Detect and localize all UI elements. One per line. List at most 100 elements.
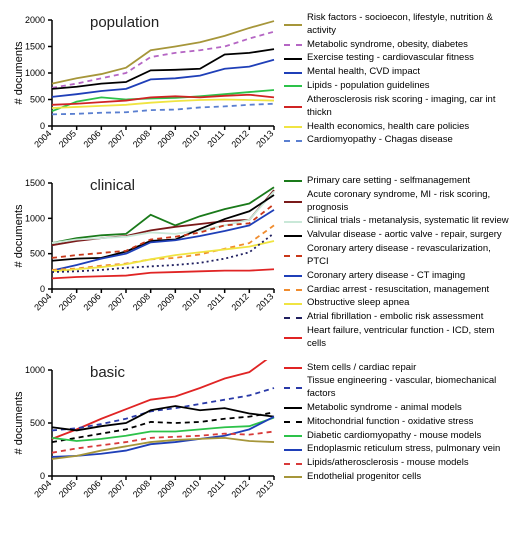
svg-text:2010: 2010 [180, 478, 201, 499]
svg-text:1000: 1000 [25, 68, 45, 78]
legend-swatch [284, 303, 302, 305]
svg-text:1000: 1000 [25, 365, 45, 375]
chart-basic: 0500100020042005200620072008200920102011… [10, 360, 280, 510]
legend-item: Mental health, CVD impact [284, 66, 510, 79]
legend-label: Lipids/atherosclerosis - mouse models [307, 457, 469, 470]
svg-text:2010: 2010 [180, 291, 201, 312]
legend: Primary care setting - selfmanagement Ac… [280, 173, 510, 352]
chart-area: basic 0500100020042005200620072008200920… [10, 360, 280, 515]
legend-swatch [284, 44, 302, 46]
legend-item: Mitochondrial function - oxidative stres… [284, 416, 510, 429]
legend-item: Endothelial progenitor cells [284, 471, 510, 484]
legend-label: Obstructive sleep apnea [307, 297, 409, 310]
svg-text:2005: 2005 [57, 291, 78, 312]
legend-item: Lipids/atherosclerosis - mouse models [284, 457, 510, 470]
legend-item: Acute coronary syndrome, MI - risk scori… [284, 189, 510, 215]
legend-label: Atherosclerosis risk scoring - imaging, … [307, 94, 510, 120]
legend-swatch [284, 58, 302, 60]
legend-swatch [284, 421, 302, 423]
legend-label: Health economics, health care policies [307, 121, 469, 134]
legend-swatch [284, 289, 302, 291]
svg-text:# documents: # documents [13, 41, 25, 104]
svg-text:2009: 2009 [156, 128, 177, 149]
legend-item: Atrial fibrillation - embolic risk asses… [284, 311, 510, 324]
legend-label: Endothelial progenitor cells [307, 471, 421, 484]
legend-swatch [284, 317, 302, 319]
panel-basic: basic 0500100020042005200620072008200920… [10, 360, 510, 515]
legend-swatch [284, 476, 302, 478]
svg-text:1000: 1000 [25, 213, 45, 223]
legend-swatch [284, 435, 302, 437]
svg-text:2013: 2013 [254, 478, 275, 499]
svg-text:2012: 2012 [230, 291, 251, 312]
legend-swatch [284, 24, 302, 26]
svg-text:2006: 2006 [82, 128, 103, 149]
svg-text:2000: 2000 [25, 15, 45, 25]
legend-label: Coronary artery disease - CT imaging [307, 270, 465, 283]
svg-text:2009: 2009 [156, 478, 177, 499]
legend-label: Tissue engineering - vascular, biomechan… [307, 375, 510, 401]
svg-text:2007: 2007 [106, 128, 127, 149]
legend-item: Lipids - population guidelines [284, 80, 510, 93]
legend-label: Risk factors - socioecon, lifestyle, nut… [307, 12, 510, 38]
legend-label: Metabolic syndrome - animal models [307, 402, 462, 415]
legend-swatch [284, 140, 302, 142]
legend-label: Valvular disease - aortic valve - repair… [307, 229, 502, 242]
svg-text:500: 500 [30, 95, 45, 105]
svg-text:2011: 2011 [205, 291, 226, 312]
legend-label: Mental health, CVD impact [307, 66, 420, 79]
svg-text:2005: 2005 [57, 128, 78, 149]
svg-text:2008: 2008 [131, 291, 152, 312]
legend: Risk factors - socioecon, lifestyle, nut… [280, 10, 510, 148]
legend-swatch [284, 235, 302, 237]
svg-text:# documents: # documents [13, 204, 25, 267]
legend-label: Primary care setting - selfmanagement [307, 175, 470, 188]
svg-text:2005: 2005 [57, 478, 78, 499]
legend-item: Health economics, health care policies [284, 121, 510, 134]
legend: Stem cells / cardiac repair Tissue engin… [280, 360, 510, 485]
legend-item: Metabolic syndrome - animal models [284, 402, 510, 415]
legend-label: Lipids - population guidelines [307, 80, 430, 93]
svg-text:2010: 2010 [180, 128, 201, 149]
legend-label: Diabetic cardiomyopathy - mouse models [307, 430, 481, 443]
legend-label: Stem cells / cardiac repair [307, 362, 416, 375]
svg-text:2013: 2013 [254, 128, 275, 149]
legend-swatch [284, 387, 302, 389]
panel-title: basic [90, 364, 125, 381]
legend-item: Clinical trials - metanalysis, systemati… [284, 215, 510, 228]
legend-swatch [284, 126, 302, 128]
legend-swatch [284, 275, 302, 277]
panel-title: population [90, 14, 159, 31]
legend-item: Coronary artery disease - revascularizat… [284, 243, 510, 269]
legend-swatch [284, 72, 302, 74]
svg-text:2006: 2006 [82, 478, 103, 499]
legend-label: Atrial fibrillation - embolic risk asses… [307, 311, 483, 324]
legend-item: Atherosclerosis risk scoring - imaging, … [284, 94, 510, 120]
legend-item: Diabetic cardiomyopathy - mouse models [284, 430, 510, 443]
chart-clinical: 0500100015002004200520062007200820092010… [10, 173, 280, 323]
svg-text:2011: 2011 [205, 478, 226, 499]
legend-swatch [284, 337, 302, 339]
legend-item: Valvular disease - aortic valve - repair… [284, 229, 510, 242]
legend-swatch [284, 449, 302, 451]
svg-text:2004: 2004 [32, 128, 53, 149]
svg-text:2009: 2009 [156, 291, 177, 312]
svg-text:2007: 2007 [106, 291, 127, 312]
legend-label: Cardiac arrest - resuscitation, manageme… [307, 284, 489, 297]
svg-text:2012: 2012 [230, 478, 251, 499]
legend-item: Exercise testing - cardiovascular fitnes… [284, 52, 510, 65]
legend-label: Metabolic syndrome, obesity, diabetes [307, 39, 468, 52]
legend-item: Cardiomyopathy - Chagas disease [284, 134, 510, 147]
legend-swatch [284, 407, 302, 409]
svg-text:2013: 2013 [254, 291, 275, 312]
chart-area: population 05001000150020002004200520062… [10, 10, 280, 165]
panel-population: population 05001000150020002004200520062… [10, 10, 510, 165]
svg-text:# documents: # documents [13, 391, 25, 454]
legend-label: Clinical trials - metanalysis, systemati… [307, 215, 509, 228]
legend-label: Cardiomyopathy - Chagas disease [307, 134, 453, 147]
legend-swatch [284, 255, 302, 257]
legend-item: Tissue engineering - vascular, biomechan… [284, 375, 510, 401]
svg-text:500: 500 [30, 418, 45, 428]
legend-item: Heart failure, ventricular function - IC… [284, 325, 510, 351]
svg-text:2006: 2006 [82, 291, 103, 312]
